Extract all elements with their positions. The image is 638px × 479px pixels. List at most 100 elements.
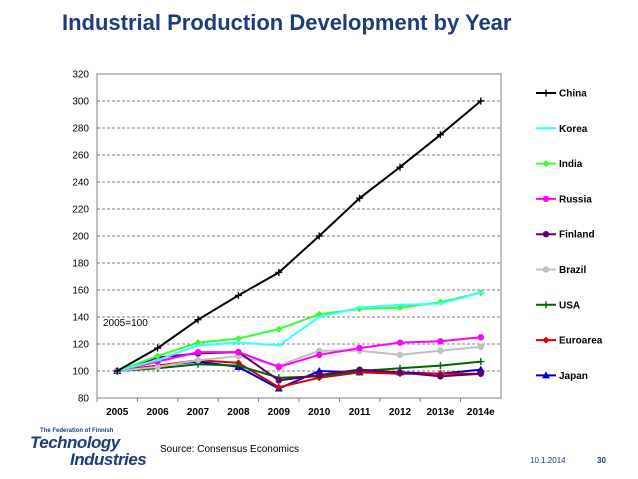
legend-label: Japan [559,371,588,382]
data-point [275,325,283,333]
legend-label: Russia [559,194,592,205]
source-note: Source: Consensus Economics [160,444,299,455]
y-tick-label: 300 [72,97,89,108]
data-point [234,335,242,343]
data-point [113,367,121,375]
data-point [542,266,550,273]
series-line [117,345,481,372]
x-tick-label: 2011 [349,407,371,418]
legend-label: Brazil [559,265,586,276]
series-russia [114,334,484,375]
slide-date: 10.1.2014 [530,456,566,465]
federation-logo: The Federation of Finnish Technology Ind… [30,428,147,469]
y-tick-label: 120 [72,340,89,351]
data-point [477,343,484,350]
legend-item-brazil: Brazil [536,265,586,276]
legend-item-russia: Russia [536,194,592,205]
data-point [235,348,242,356]
data-point [542,160,550,168]
data-point [477,358,485,366]
y-tick-label: 100 [72,367,89,378]
data-point [194,316,202,324]
x-tick-label: 2012 [389,407,412,418]
data-point [356,194,364,202]
legend-label: Finland [559,230,595,241]
legend-label: Korea [559,124,588,135]
data-point [542,231,550,238]
y-tick-label: 160 [72,286,89,297]
x-tick-label: 2005 [106,407,129,418]
legend-item-india: India [536,159,583,170]
data-point [356,366,363,373]
data-point [542,195,550,203]
data-point [275,363,282,371]
data-point [275,377,282,384]
series-brazil [114,343,484,375]
data-point [437,347,444,354]
data-point [315,367,324,374]
data-point [477,334,484,341]
data-point [437,373,444,380]
data-point [315,232,323,240]
data-point [154,352,162,360]
logo-line-1: The Federation of Finnish [40,428,114,434]
page-title: Industrial Production Development by Yea… [62,10,512,35]
data-point [316,371,323,379]
y-tick-label: 220 [72,205,89,216]
x-tick-label: 2009 [268,407,291,418]
series-china [113,97,485,375]
data-point [396,339,404,346]
series-korea [113,291,485,372]
y-tick-label: 80 [78,394,90,405]
legend-item-china: China [536,89,587,100]
logo-line-3: Industries [70,450,147,469]
x-tick-label: 2014e [467,407,495,418]
data-point [436,362,444,370]
x-tick-label: 2008 [227,407,250,418]
data-point [154,363,161,371]
y-tick-label: 320 [72,70,89,81]
data-point [194,357,202,364]
y-tick-label: 140 [72,313,89,324]
series-line [116,291,482,372]
data-point [396,369,404,376]
data-point [542,371,550,379]
data-point [275,383,283,391]
x-tick-label: 2007 [187,407,210,418]
y-tick-label: 260 [72,151,89,162]
data-point [542,336,550,344]
x-tick-label: 2013e [426,407,454,418]
logo-line-2: Technology [30,433,120,452]
data-point [396,351,404,358]
data-point [477,370,484,377]
legend-label: USA [559,300,580,311]
base-year-note: 2005=100 [103,318,148,329]
data-point [477,97,485,105]
x-tick-label: 2006 [146,407,169,418]
data-point [542,301,550,309]
data-point [234,291,242,299]
data-point [154,344,162,352]
legend-item-finland: Finland [536,230,595,241]
data-point [436,131,444,139]
data-point [275,268,283,276]
data-point [476,365,485,373]
data-point [316,351,323,358]
series-line [116,351,481,382]
page-number: 30 [597,456,606,465]
data-point [194,348,202,356]
legend-item-japan: Japan [536,371,588,382]
x-tick-label: 2010 [308,407,331,418]
series-line [116,100,482,372]
y-tick-label: 200 [72,232,89,243]
legend-label: China [559,89,587,100]
y-tick-label: 240 [72,178,89,189]
y-tick-label: 280 [72,124,89,135]
legend-item-usa: USA [536,300,580,311]
data-point [234,362,242,370]
data-point [542,89,550,97]
y-tick-label: 180 [72,259,89,270]
legend-item-euroarea: Euroarea [536,336,603,347]
series-line [116,336,481,372]
